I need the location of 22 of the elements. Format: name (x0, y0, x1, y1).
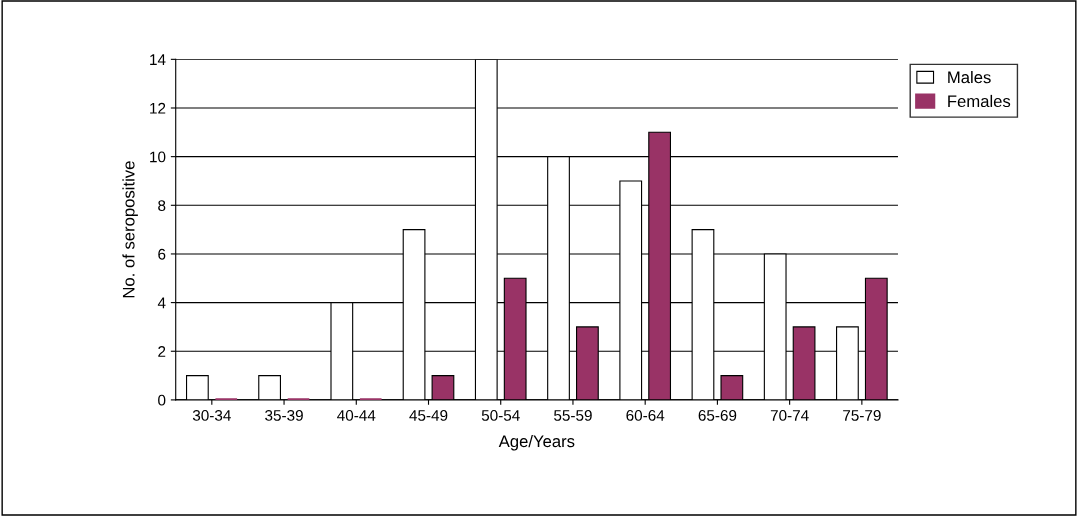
y-tick-label: 0 (158, 394, 166, 406)
x-tick-label: 75-79 (843, 410, 881, 421)
y-tick-label: 10 (150, 151, 166, 163)
y-tick-label: 6 (158, 248, 166, 260)
x-axis-title: Age/Years (498, 434, 575, 451)
y-tick-label: 8 (158, 200, 166, 211)
x-tick-label: 60-64 (626, 410, 665, 421)
y-tick-label: 14 (150, 54, 166, 65)
x-tick-label: 45-49 (409, 410, 448, 421)
y-axis-title: No. of seropositive (122, 161, 138, 298)
x-tick-label: 35-39 (265, 410, 303, 421)
x-tick-label: 30-34 (192, 410, 231, 421)
x-tick-label: 55-59 (554, 410, 592, 421)
y-tick-label: 4 (157, 297, 166, 309)
x-tick-label: 50-54 (481, 410, 520, 421)
x-tick-label: 40-44 (337, 410, 376, 421)
y-tick-label: 2 (158, 346, 166, 357)
x-tick-label: 70-74 (770, 410, 809, 421)
legend-label: Males (948, 71, 991, 84)
x-tick-label: 65-69 (698, 410, 737, 421)
legend-label: Females (948, 94, 1011, 108)
y-tick-label: 12 (150, 102, 166, 114)
